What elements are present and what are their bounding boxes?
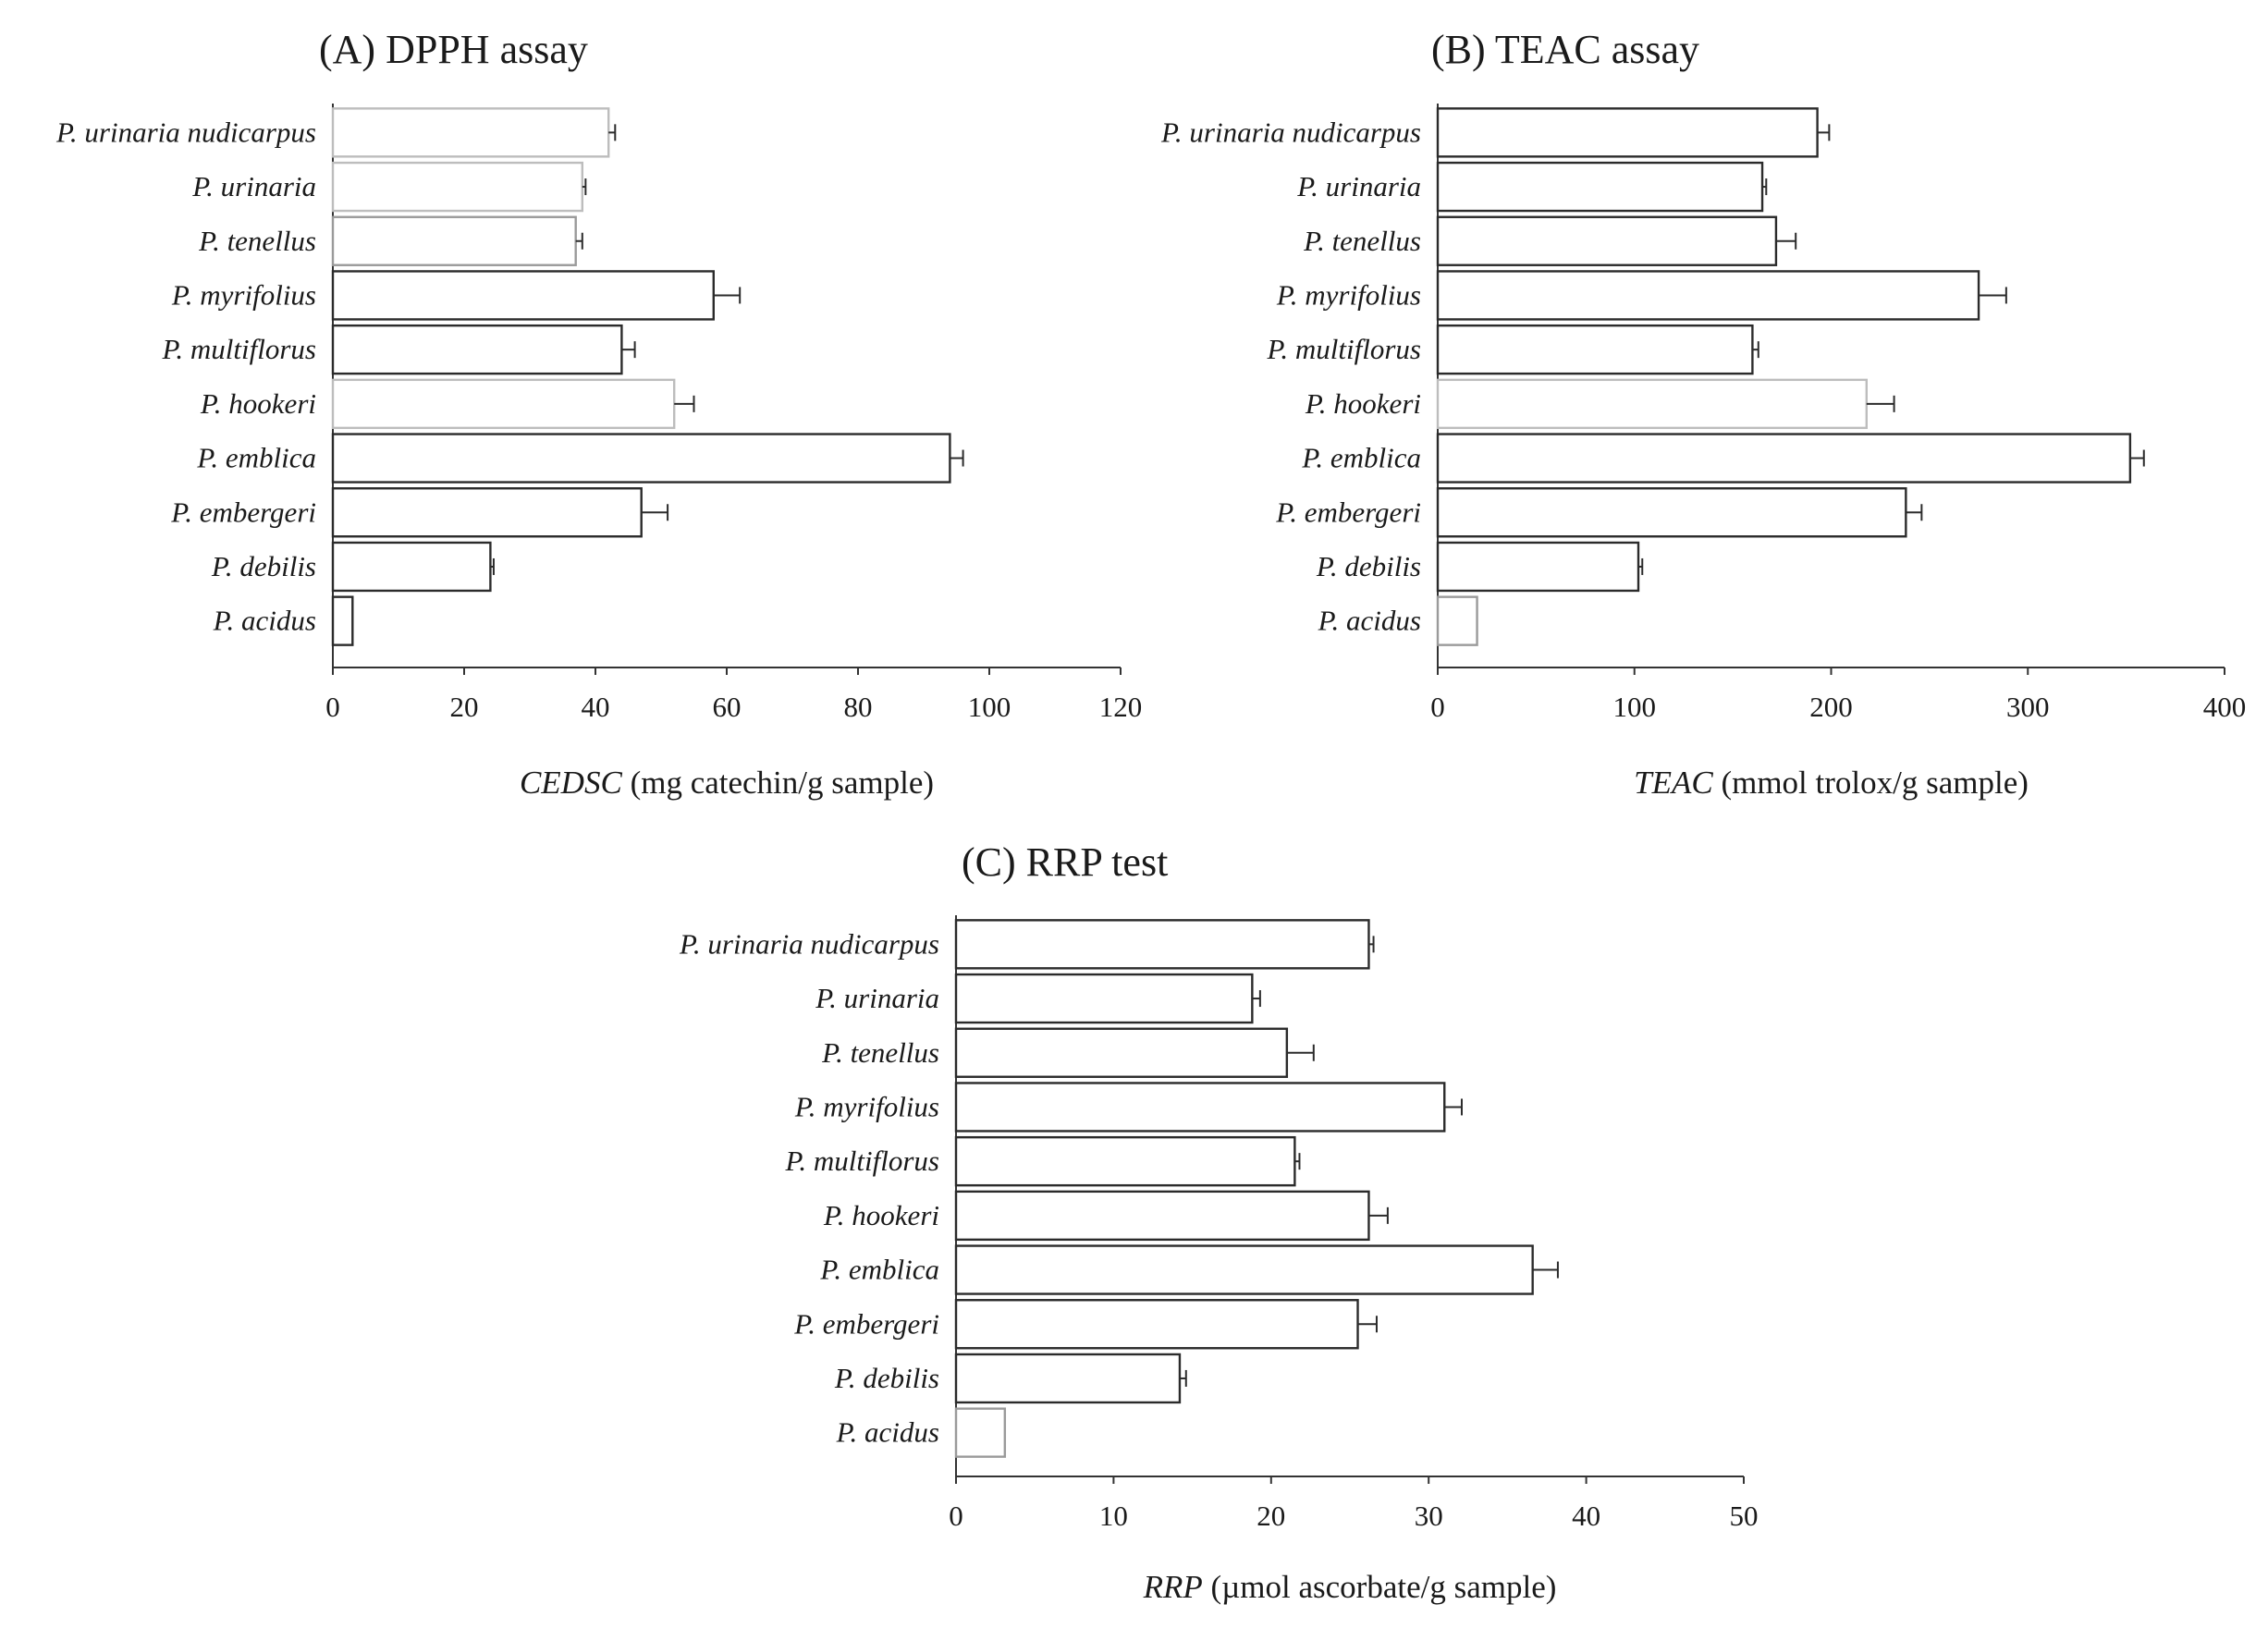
- x-axis-label-unit: (mg catechin/g sample): [622, 765, 934, 801]
- category-label: P. urinaria nudicarpus: [1160, 116, 1421, 148]
- x-axis-label-variable: CEDSC: [520, 765, 623, 801]
- bar: [1436, 215, 1778, 266]
- bar: [331, 595, 354, 646]
- bar: [331, 487, 643, 538]
- category-label: P. hookeri: [200, 387, 316, 420]
- x-tick-label: 40: [1572, 1500, 1600, 1532]
- category-label: P. hookeri: [1305, 387, 1421, 420]
- x-axis-label: TEAC (mmol trolox/g sample): [1634, 765, 2029, 801]
- bar: [1436, 107, 1819, 158]
- x-tick-label: 20: [450, 691, 479, 723]
- bar: [954, 1407, 1007, 1458]
- chart-title: (C) RRP test: [962, 839, 1168, 885]
- x-tick-label: 50: [1730, 1500, 1759, 1532]
- bar: [331, 324, 623, 375]
- category-label: P. tenellus: [821, 1036, 939, 1069]
- chart-title: (B) TEAC assay: [1431, 27, 1699, 72]
- bar: [954, 1027, 1289, 1078]
- x-tick-label: 120: [1099, 691, 1143, 723]
- category-label: P. debilis: [834, 1362, 939, 1394]
- x-tick-label: 400: [2203, 691, 2247, 723]
- bar: [954, 1190, 1370, 1242]
- category-label: P. embergeri: [170, 496, 316, 528]
- bar: [331, 433, 951, 484]
- x-tick-label: 30: [1415, 1500, 1443, 1532]
- category-label: P. urinaria nudicarpus: [679, 927, 939, 960]
- category-label: P. multiflorus: [784, 1145, 939, 1177]
- x-tick-label: 200: [1809, 691, 1853, 723]
- bar: [954, 1299, 1359, 1350]
- x-tick-label: 20: [1257, 1500, 1285, 1532]
- bar: [1436, 378, 1868, 430]
- bar: [954, 973, 1254, 1024]
- category-label: P. multiflorus: [161, 333, 316, 365]
- bar: [954, 1353, 1182, 1404]
- bar: [1436, 270, 1980, 321]
- x-tick-label: 10: [1099, 1500, 1128, 1532]
- panel-a-dpph-chart: (A) DPPH assay 0 20 40 60 80 100 120 P. urinaria…: [55, 27, 1142, 801]
- bar: [331, 161, 583, 213]
- bar: [1436, 541, 1640, 593]
- category-label: P. multiflorus: [1266, 333, 1421, 365]
- category-label: P. emblica: [196, 442, 316, 474]
- x-tick-label: 300: [2006, 691, 2050, 723]
- x-tick-label: 0: [1430, 691, 1445, 723]
- bar: [331, 215, 577, 266]
- x-axis-label: RRP (µmol ascorbate/g sample): [1143, 1569, 1557, 1605]
- x-axis-label-unit: (µmol ascorbate/g sample): [1203, 1569, 1557, 1605]
- category-label: P. embergeri: [1275, 496, 1421, 528]
- category-label: P. emblica: [819, 1254, 939, 1286]
- category-label: P. urinaria: [1296, 170, 1421, 202]
- bar: [331, 270, 715, 321]
- x-tick-label: 0: [949, 1500, 963, 1532]
- bar: [1436, 161, 1764, 213]
- bar: [954, 1244, 1534, 1295]
- category-label: P. myrifolius: [1276, 278, 1421, 311]
- category-label: P. debilis: [1316, 550, 1421, 582]
- category-label: P. myrifolius: [171, 278, 316, 311]
- bar: [331, 378, 676, 430]
- bar: [331, 107, 610, 158]
- category-label: P. tenellus: [1303, 225, 1421, 257]
- chart-title: (A) DPPH assay: [319, 27, 588, 72]
- bar: [1436, 487, 1907, 538]
- bar: [954, 919, 1370, 970]
- category-label: P. urinaria: [191, 170, 316, 202]
- x-axis-label: CEDSC (mg catechin/g sample): [520, 765, 934, 801]
- x-tick-label: 100: [1613, 691, 1657, 723]
- category-label: P. acidus: [1318, 605, 1421, 637]
- category-label: P. acidus: [836, 1416, 939, 1449]
- category-label: P. myrifolius: [794, 1090, 939, 1122]
- bar: [1436, 324, 1754, 375]
- x-tick-label: 0: [325, 691, 340, 723]
- x-tick-label: 80: [844, 691, 873, 723]
- category-label: P. embergeri: [793, 1307, 939, 1340]
- category-label: P. urinaria nudicarpus: [55, 116, 316, 148]
- panel-c-rrp-chart: (C) RRP test 0 10 20 30 40 50 P. urinaria nudic…: [679, 839, 1759, 1605]
- x-axis-label-variable: TEAC: [1634, 765, 1713, 801]
- category-label: P. tenellus: [198, 225, 316, 257]
- bar: [1436, 433, 2132, 484]
- category-label: P. acidus: [213, 605, 316, 637]
- category-label: P. emblica: [1301, 442, 1421, 474]
- bar: [331, 541, 492, 593]
- bar: [954, 1082, 1446, 1133]
- x-tick-label: 40: [582, 691, 610, 723]
- x-tick-label: 60: [713, 691, 742, 723]
- category-label: P. urinaria: [815, 982, 939, 1014]
- panel-b-teac-chart: (B) TEAC assay 0 100 200 300 400 P. urinaria n…: [1160, 27, 2246, 801]
- x-axis-label-unit: (mmol trolox/g sample): [1713, 765, 2029, 801]
- bar: [954, 1135, 1296, 1187]
- bar: [1436, 595, 1478, 646]
- category-label: P. hookeri: [823, 1199, 939, 1231]
- x-axis-label-variable: RRP: [1143, 1569, 1203, 1605]
- category-label: P. debilis: [211, 550, 316, 582]
- x-tick-label: 100: [968, 691, 1011, 723]
